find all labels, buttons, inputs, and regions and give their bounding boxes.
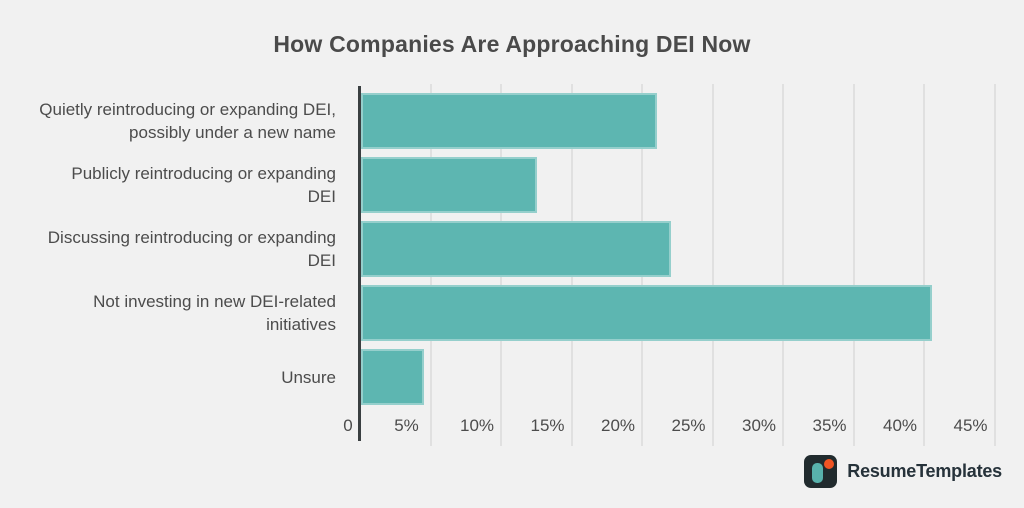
gridline-30: [782, 84, 784, 446]
x-tick-10pct: 10%: [459, 416, 495, 435]
category-label-3: Discussing reintroducing or expanding DEI: [47, 228, 336, 270]
gridline-25: [711, 84, 714, 446]
x-tick-15pct: 15%: [530, 416, 565, 435]
bar-4: [361, 285, 933, 341]
x-tick-20pct: 20%: [600, 416, 636, 435]
logo-teal-bar: [812, 463, 824, 483]
brand-name: ResumeTemplates: [847, 461, 1002, 481]
x-tick-45pct: 45%: [953, 416, 988, 435]
category-label-4: Not investing in new DEI-related initiati…: [93, 292, 336, 334]
resumetemplates-logo-icon: [804, 455, 838, 488]
logo-orange-dot: [824, 459, 835, 469]
x-tick-40pct: 40%: [882, 416, 918, 435]
category-label-5: Unsure: [281, 367, 336, 387]
chart-title: How Companies Are Approaching DEI Now: [273, 31, 751, 57]
x-tick-5pct: 5%: [394, 416, 419, 435]
x-tick-25pct: 25%: [671, 416, 706, 435]
x-tick-30pct: 30%: [741, 416, 777, 435]
gridline-40: [923, 84, 925, 446]
category-label-2: Publicly reintroducing or expanding DEI: [71, 164, 336, 206]
bar-1: [361, 93, 658, 149]
y-axis-line: [358, 86, 361, 441]
category-label-1: Quietly reintroducing or expanding DEI, p…: [39, 100, 336, 142]
x-tick-35pct: 35%: [812, 416, 847, 435]
gridline-45: [993, 84, 996, 446]
bar-2: [361, 157, 538, 213]
x-tick-0: 0: [343, 416, 353, 435]
bar-3: [361, 221, 672, 277]
gridline-35: [852, 84, 855, 446]
brand-logo: ResumeTemplates: [804, 455, 1002, 488]
bar-5: [361, 349, 425, 405]
